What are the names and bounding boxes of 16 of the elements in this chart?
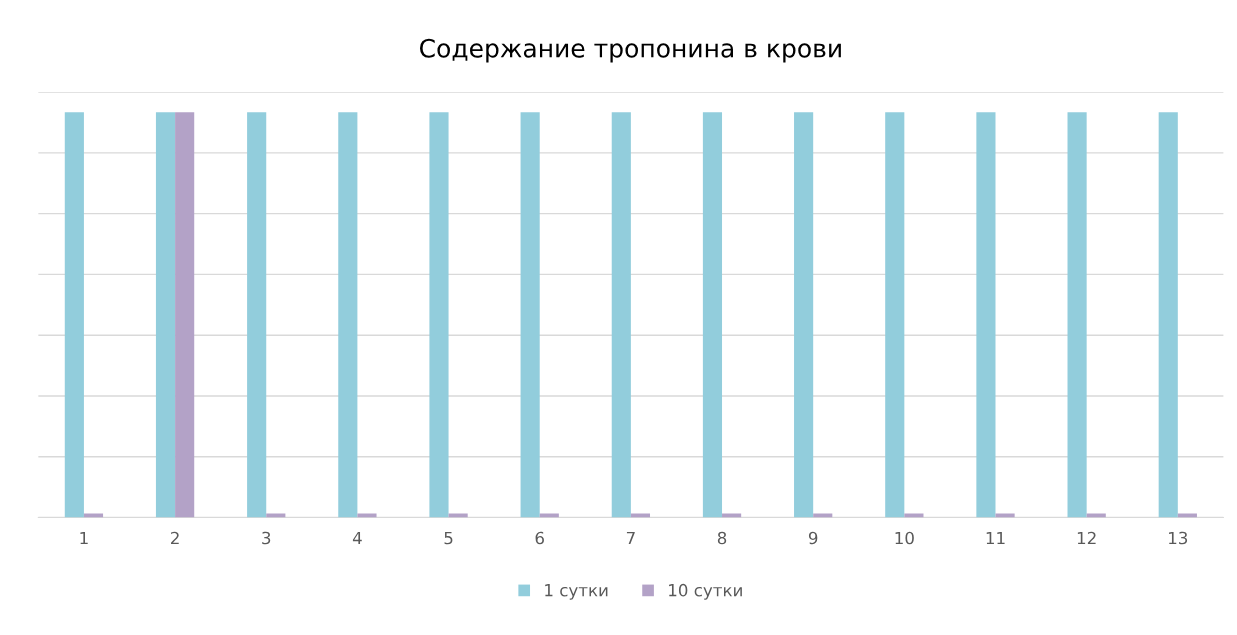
x-tick-label: 4: [352, 531, 362, 545]
x-tick-label: 7: [626, 531, 635, 545]
x-tick-label: 6: [535, 531, 544, 545]
x-tick-label: 11: [986, 531, 1005, 545]
x-tick-label: 5: [444, 531, 453, 545]
chart-title: Содержание тропонина в крови: [419, 38, 841, 63]
x-tick-label: 1: [80, 531, 88, 545]
legend-label: 10 сутки: [669, 583, 742, 600]
x-tick-label: 3: [262, 531, 271, 545]
legend-label: 1 сутки: [545, 584, 608, 600]
x-tick-label: 13: [1169, 531, 1188, 545]
x-tick-label: 8: [717, 531, 727, 545]
x-tick-label: 2: [171, 531, 179, 545]
x-tick-label: 12: [1077, 531, 1096, 545]
x-tick-label: 10: [895, 531, 914, 545]
x-tick-label: 9: [808, 531, 818, 545]
